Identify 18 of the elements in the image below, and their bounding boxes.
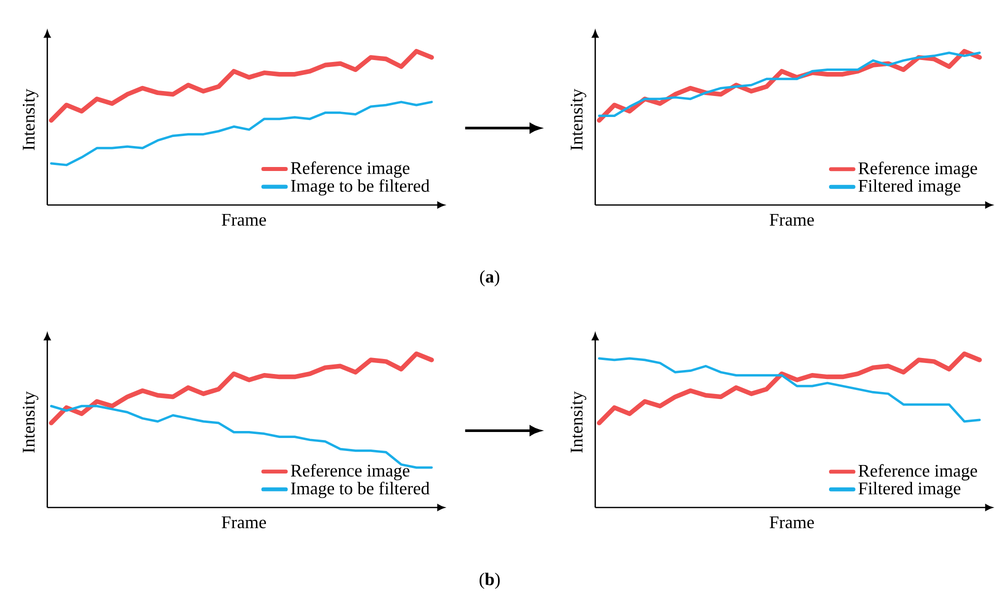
legend-label: Filtered image	[858, 179, 960, 196]
legend-label: Reference image	[290, 464, 410, 480]
x-axis-title: Frame	[222, 214, 266, 226]
legend-label: Reference image	[858, 162, 978, 178]
x-axis-title: Frame	[770, 516, 814, 528]
x-axis-title: Frame	[770, 214, 814, 226]
y-axis-title: Intensity	[22, 391, 38, 453]
legend-label: Image to be filtered	[291, 482, 430, 498]
legend-label: Reference image	[290, 161, 410, 178]
legend-label: Filtered image	[858, 482, 960, 498]
y-axis-title: Intensity	[22, 88, 38, 150]
x-axis-title: Frame	[222, 516, 266, 528]
legend-label: Reference image	[858, 464, 978, 480]
text: (b)	[480, 572, 500, 589]
legend-label: Image to be filtered	[291, 179, 430, 196]
y-axis-title: Intensity	[570, 391, 586, 453]
text: (a)	[480, 270, 500, 286]
y-axis-title: Intensity	[570, 88, 586, 150]
